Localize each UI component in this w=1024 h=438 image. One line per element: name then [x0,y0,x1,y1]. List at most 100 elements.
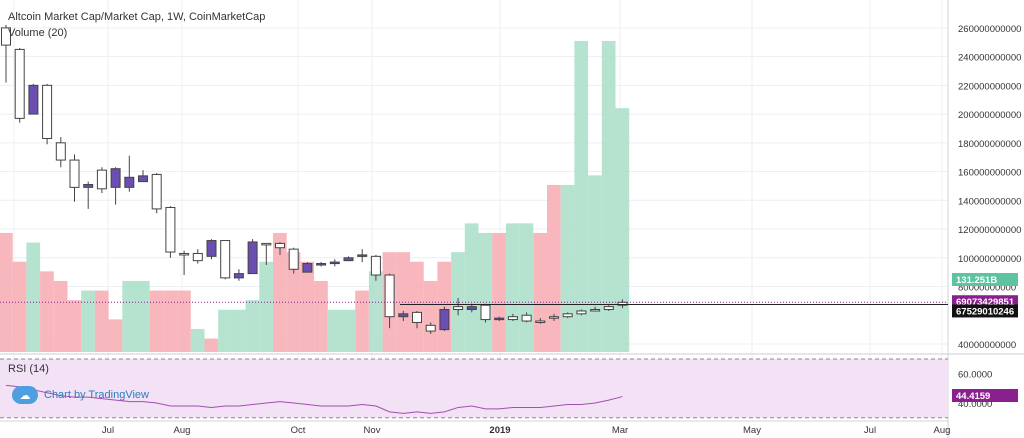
volume-bar [245,300,260,352]
volume-bar [505,223,520,352]
candle-body [617,301,628,306]
candle-body [316,263,327,266]
candle-body [549,316,559,319]
volume-bar [231,309,246,352]
volume-bar [12,261,27,352]
time-tick-label: May [743,425,761,436]
candle-body [110,168,121,188]
candle-body [480,304,491,321]
candle-body [535,320,546,324]
volume-bar [190,328,205,352]
volume-bar [314,280,328,352]
time-tick-label: Mar [612,425,628,436]
volume-bar [396,252,410,352]
candle-body [83,183,94,188]
volume-bar [368,271,383,352]
volume-bar [67,300,82,352]
volume-bar [0,232,13,352]
volume-bar [601,40,616,353]
volume-bar [286,252,301,352]
rsi-band-fill [0,358,948,418]
volume-bar [122,280,136,352]
candles [1,24,628,334]
candle-body [28,84,39,115]
candle-body [192,252,203,262]
volume-bars [0,40,630,353]
candle-body [151,173,162,210]
price-tick-label: 160000000000 [958,168,1021,179]
candle-body [343,257,354,262]
volume-bar [300,261,315,352]
volume-bar [26,242,41,352]
volume-bar [81,290,95,352]
candle-body [69,159,80,188]
candle-body [576,310,587,315]
volume-bar [327,309,342,352]
candle-body [247,241,258,275]
candle-body [261,242,272,246]
time-tick-label: 2019 [489,425,510,436]
chart-title: Altcoin Market Cap/Market Cap, 1W, CoinM… [8,11,265,23]
price-tick-label: 260000000000 [958,24,1021,35]
candle-body [42,84,53,140]
volume-bar [94,290,109,352]
candle-body [562,313,573,318]
price-tick-label: 180000000000 [958,139,1021,150]
volume-bar [423,280,438,352]
volume-bar [108,319,123,352]
candle-body [138,175,148,183]
candle-body [370,255,381,276]
rsi-legend: RSI (14) [8,363,49,375]
candle-body [466,306,477,311]
time-axis[interactable]: Jul Aug Oct Nov 2019 Mar May Jul Aug [102,425,951,436]
rsi-tick-label: 40.0000 [958,399,992,410]
volume-bar [273,232,287,352]
candle-body [521,314,532,322]
cloud-icon: ☁ [12,386,38,404]
price-axis[interactable]: 260000000000 240000000000 220000000000 2000… [958,24,1021,410]
candle-body [302,263,313,273]
volume-bar [533,232,547,352]
price-tick-label: 40000000000 [958,340,1016,351]
volume-bar [341,309,356,352]
volume-bar [560,184,575,352]
volume-bar [547,184,561,352]
volume-bar [615,108,630,352]
volume-legend: Volume (20) [8,27,67,39]
candle-body [124,176,135,188]
price-tick-label: 240000000000 [958,53,1021,64]
candle-body [439,309,450,331]
time-tick-label: Oct [291,425,306,436]
candle-body [1,27,11,46]
rsi-last-badge-bg [952,389,1018,402]
volume-bar [136,280,150,352]
candle-body [233,273,244,279]
crosshair-badge-bg [952,304,1018,318]
candle-body [453,306,464,311]
candle-body [425,324,436,332]
candle-body [412,311,422,323]
volume-bar [410,261,424,352]
candle-body [357,254,368,257]
rsi-last-badge-text: 44.4159 [956,391,990,402]
price-tick-label: 100000000000 [958,254,1021,265]
volume-bar [40,271,54,352]
price-last-badge-text: 69073429851 [956,297,1015,308]
volume-bar [259,261,273,352]
candle-body [590,309,601,312]
volume-bar [204,338,219,352]
tradingview-watermark[interactable]: ☁ Chart by TradingView [12,386,149,404]
price-tick-label: 140000000000 [958,196,1021,207]
candle-body [275,242,285,249]
candle-body [494,317,505,321]
time-tick-label: Nov [364,425,381,436]
candle-body [96,169,107,190]
rsi-band [0,358,948,419]
price-guides [0,301,948,305]
price-tick-label: 220000000000 [958,81,1021,92]
time-tick-label: Jul [102,425,114,436]
volume-bar [53,280,68,352]
rsi-tick-label: 60.0000 [958,370,992,381]
candle-body [384,274,395,318]
